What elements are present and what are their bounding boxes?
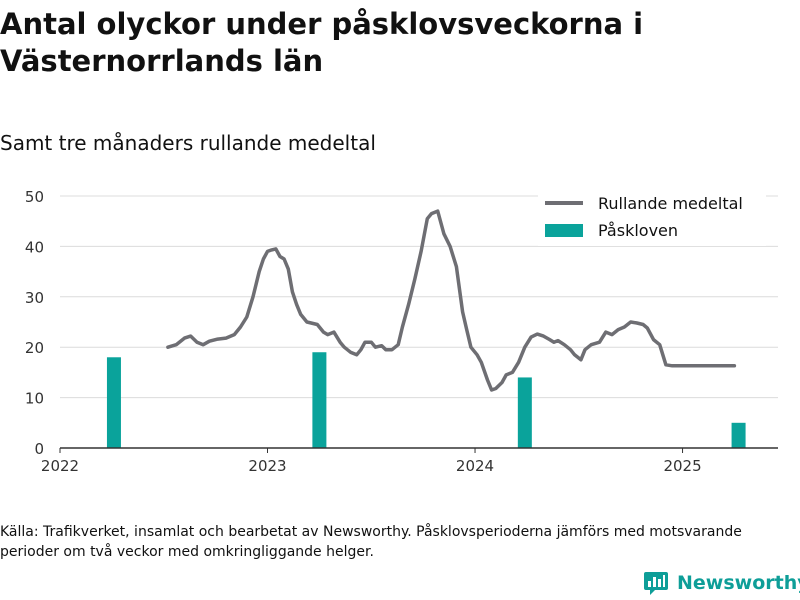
- bar-paskloven: [106, 357, 121, 448]
- y-tick-label: 40: [25, 238, 44, 256]
- bar-paskloven: [517, 377, 532, 448]
- chart-subtitle: Samt tre månaders rullande medeltal: [0, 131, 376, 155]
- y-tick-label: 50: [25, 188, 44, 206]
- x-tick-label: 2024: [456, 457, 494, 475]
- chart: 0 10 20 30 40 50 2022 2023 2024 2025 Rullande me…: [25, 186, 778, 475]
- bar-paskloven: [312, 352, 327, 448]
- bar-chart-logo-icon: [644, 572, 668, 595]
- y-tick-label: 20: [25, 339, 44, 357]
- legend: Rullande medeltal Påskloven: [538, 186, 766, 246]
- chart-title: Antal olyckor under påsklovsveckorna i V…: [0, 7, 644, 78]
- bar-paskloven: [731, 422, 746, 448]
- y-tick-label: 30: [25, 289, 44, 307]
- y-tick-label: 0: [34, 440, 44, 458]
- brand-name: Newsworthy: [677, 572, 800, 594]
- brand-logo: Newsworthy: [643, 568, 800, 598]
- gridlines: [60, 195, 778, 399]
- y-tick-label: 10: [25, 390, 44, 408]
- source-note: Källa: Trafikverket, insamlat och bearbe…: [0, 524, 742, 560]
- x-tick-label: 2023: [248, 457, 286, 475]
- legend-label-rullande-medeltal: Rullande medeltal: [598, 194, 743, 213]
- line-rullande-medeltal: [166, 209, 737, 392]
- line-series: [166, 209, 737, 392]
- y-axis-ticks: 0 10 20 30 40 50: [25, 188, 44, 458]
- x-axis: 2022 2023 2024 2025: [41, 447, 778, 475]
- x-tick-label: 2025: [663, 457, 701, 475]
- legend-label-paskloven: Påskloven: [598, 221, 678, 240]
- x-tick-label: 2022: [41, 457, 79, 475]
- legend-bar-swatch: [545, 224, 583, 237]
- bar-series: [106, 352, 746, 448]
